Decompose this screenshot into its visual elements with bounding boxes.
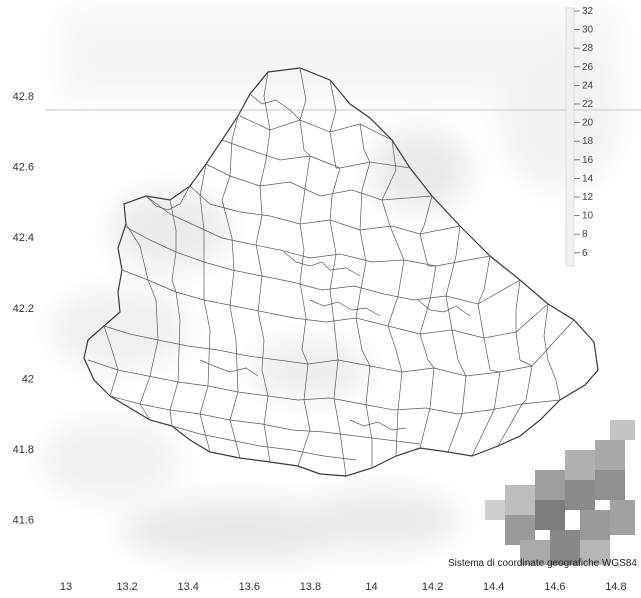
colorbar-tick-label: 14 [582,173,594,184]
colorbar-tick-label: 24 [582,80,594,91]
raster-background [40,10,620,560]
colorbar-tick-label: 20 [582,118,594,129]
x-tick-label: 13.8 [300,581,321,593]
region-outline [83,67,599,477]
y-tick-label: 42.2 [13,303,34,315]
y-tick-label: 42.8 [13,91,34,103]
y-axis: 42.8 42.6 42.4 42.2 42 41.8 41.6 [13,91,34,527]
plot-area [40,0,641,568]
colorbar-tick-label: 6 [582,248,588,259]
colorbar-tick-label: 32 [582,6,594,17]
colorbar: 32 30 28 26 24 22 20 18 16 14 12 10 8 6 [565,6,594,267]
y-tick-label: 42.4 [13,232,34,244]
colorbar-bar [565,7,575,267]
x-tick-label: 13.4 [177,581,198,593]
y-tick-label: 42 [22,373,34,385]
x-axis: 13 13.2 13.4 13.6 13.8 14 14.2 14.4 14.6 14.8 [60,581,627,593]
y-tick-label: 41.6 [13,515,34,527]
colorbar-tick-label: 26 [582,62,594,73]
colorbar-tick-label: 22 [582,99,594,110]
colorbar-tick-label: 18 [582,136,594,147]
municipal-boundaries [87,67,575,477]
x-tick-label: 13.6 [239,581,260,593]
x-tick-label: 13.2 [116,581,137,593]
colorbar-tick-label: 12 [582,192,594,203]
y-tick-label: 41.8 [13,444,34,456]
x-tick-label: 14.2 [422,581,443,593]
raster-dark-patch [485,420,635,565]
x-tick-label: 14 [365,581,377,593]
colorbar-tick-label: 28 [582,43,594,54]
coordinate-system-credit: Sistema di coordinate geografiche WGS84 [448,558,637,569]
y-tick-label: 42.6 [13,162,34,174]
x-tick-label: 14.8 [605,581,626,593]
x-tick-label: 14.6 [544,581,565,593]
colorbar-tick-label: 16 [582,155,594,166]
x-tick-label: 13 [60,581,72,593]
colorbar-tick-label: 30 [582,25,594,36]
colorbar-tick-label: 10 [582,211,594,222]
x-tick-label: 14.4 [483,581,504,593]
colorbar-tick-label: 8 [582,229,588,240]
